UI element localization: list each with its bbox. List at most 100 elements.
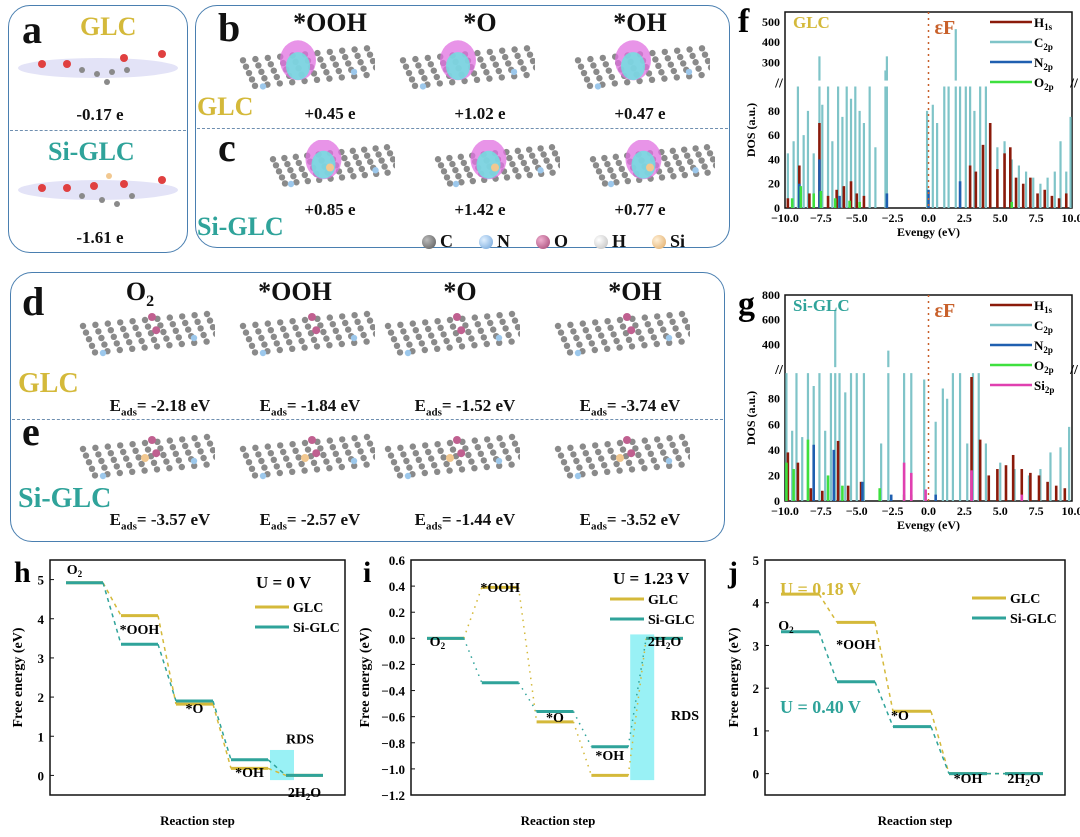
carbon-atom — [543, 157, 550, 164]
carbon-atom — [675, 159, 682, 167]
carbon-atom — [418, 68, 425, 76]
carbon-atom — [160, 451, 167, 459]
carbon-atom — [264, 443, 271, 450]
potential-annotation-glc: U = 0.18 V — [780, 579, 861, 599]
carbon-atom — [317, 445, 324, 452]
y-tick-label: 2 — [38, 690, 45, 705]
carbon-atom — [477, 327, 484, 334]
atom-h-label: H — [612, 231, 627, 251]
carbon-atom — [514, 447, 520, 454]
carbon-atom — [329, 321, 336, 328]
carbon-atom — [616, 439, 624, 447]
y-tick-label: 1 — [38, 729, 45, 744]
y-tick-label: 20 — [768, 468, 780, 482]
carbon-atom — [329, 444, 336, 451]
carbon-atom — [670, 67, 677, 75]
carbon-atom — [612, 153, 619, 161]
carbon-atom — [132, 324, 139, 331]
carbon-atom — [666, 462, 673, 469]
carbon-atom — [363, 338, 370, 345]
carbon-atom — [421, 346, 428, 354]
carbon-atom — [523, 71, 530, 79]
carbon-atom — [428, 332, 435, 339]
carbon-atom — [655, 62, 662, 70]
carbon-atom — [610, 173, 617, 180]
carbon-atom — [129, 345, 136, 352]
glc-eads-value: Eads= -3.74 eV — [579, 396, 681, 419]
carbon-atom — [251, 472, 259, 479]
siglc-eads-value: Eads= -3.52 eV — [579, 510, 681, 533]
carbon-atom — [549, 169, 556, 176]
silicon-atom — [301, 454, 309, 462]
carbon-atom — [474, 321, 481, 328]
carbon-atom — [684, 152, 691, 159]
oxygen-atom — [457, 326, 466, 335]
y-tick-label: 40 — [768, 152, 780, 166]
carbon-atom — [695, 151, 702, 158]
carbon-atom — [508, 310, 516, 318]
carbon-atom — [351, 462, 358, 469]
carbon-atom — [672, 448, 679, 455]
nitrogen-atom — [350, 68, 358, 76]
energy-connector-GLC — [102, 582, 122, 616]
x-tick-label: −5.0 — [846, 211, 868, 225]
carbon-atom — [701, 163, 708, 170]
carbon-atom — [616, 316, 624, 324]
legend-label-Si-GLC: Si-GLC — [293, 621, 340, 636]
carbon-atom — [342, 53, 349, 61]
carbon-atom — [258, 68, 265, 76]
carbon-atom — [681, 440, 689, 447]
carbon-atom — [638, 458, 645, 465]
axis-break-right: // — [1069, 363, 1079, 378]
carbon-atom — [486, 75, 493, 82]
carbon-atom — [421, 75, 428, 82]
carbon-atom — [261, 75, 268, 82]
carbon-atom — [582, 450, 589, 457]
carbon-atom — [624, 79, 631, 86]
carbon-atom — [270, 456, 277, 463]
potential-annotation: U = 0 V — [256, 573, 312, 592]
carbon-atom — [706, 150, 714, 157]
carbon-atom — [387, 329, 395, 336]
carbon-atom — [520, 159, 527, 167]
carbon-atom — [458, 179, 465, 186]
atom-n-ball-icon — [479, 234, 493, 249]
carbon-atom — [463, 165, 470, 173]
axis-break-left: // — [774, 363, 784, 378]
legend-label-GLC: GLC — [293, 601, 323, 616]
carbon-atom — [526, 171, 533, 179]
carbon-atom — [425, 325, 432, 333]
legend-label-H1s: H1s — [1034, 298, 1053, 315]
carbon-atom — [292, 324, 299, 331]
carbon-atom — [611, 80, 618, 87]
carbon-atom — [79, 322, 87, 330]
carbon-atom — [402, 63, 410, 70]
carbon-atom — [431, 339, 438, 346]
carbon-atom — [354, 318, 361, 325]
carbon-atom — [95, 328, 102, 335]
carbon-atom — [320, 451, 327, 459]
carbon-atom — [329, 55, 336, 62]
carbon-atom — [418, 340, 425, 347]
carbon-atom — [601, 462, 608, 469]
panel-a-top-title: GLC — [80, 12, 137, 41]
atom-c-label: C — [440, 231, 453, 251]
carbon-atom — [144, 446, 152, 453]
carbon-atom — [580, 69, 588, 77]
step-label: *O — [546, 711, 564, 726]
carbon-atom — [129, 441, 136, 448]
carbon-atom — [267, 61, 274, 68]
oxygen-atom — [152, 326, 161, 335]
carbon-atom — [615, 159, 622, 167]
carbon-atom — [483, 463, 490, 471]
carbon-atom — [79, 445, 87, 453]
carbon-atom — [587, 55, 594, 63]
carbon-atom — [455, 336, 463, 343]
carbon-atom — [457, 153, 464, 161]
glc-adsorption-molecule — [239, 310, 375, 357]
carbon-atom — [425, 448, 432, 456]
carbon-atom — [351, 339, 358, 346]
carbon-atom — [567, 321, 574, 328]
carbon-atom — [664, 55, 671, 62]
carbon-atom — [616, 467, 623, 474]
